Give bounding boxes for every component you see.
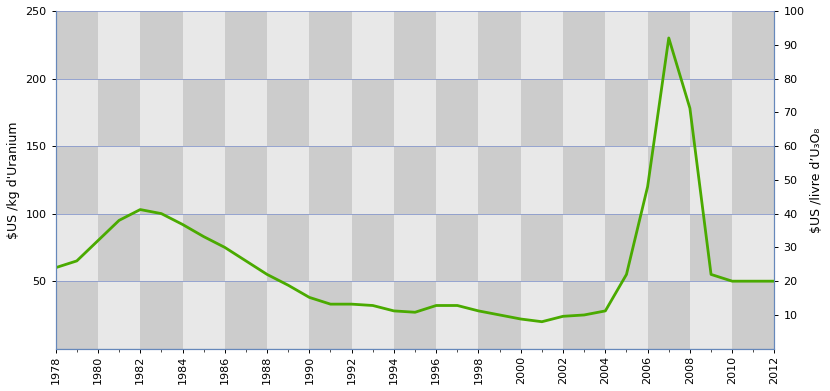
Bar (520, 146, 563, 213)
Bar (310, 11, 352, 79)
Bar (140, 79, 183, 146)
Bar (352, 79, 394, 146)
Bar (563, 281, 605, 349)
Bar (520, 79, 563, 146)
Bar (394, 213, 437, 281)
Bar (352, 146, 394, 213)
Bar (520, 281, 563, 349)
Bar (394, 281, 437, 349)
Bar (267, 146, 310, 213)
Bar (310, 213, 352, 281)
Bar (183, 146, 225, 213)
Bar (267, 79, 310, 146)
Bar (647, 79, 690, 146)
Bar (56, 146, 98, 213)
Bar (732, 213, 774, 281)
Bar (563, 213, 605, 281)
Bar (563, 146, 605, 213)
Bar (183, 11, 225, 79)
Y-axis label: $US /kg d'Uranium: $US /kg d'Uranium (7, 121, 20, 239)
Bar (437, 281, 478, 349)
Bar (605, 11, 647, 79)
Bar (394, 11, 437, 79)
Bar (437, 213, 478, 281)
Bar (98, 79, 140, 146)
Bar (732, 146, 774, 213)
Bar (394, 79, 437, 146)
Bar (267, 281, 310, 349)
Bar (732, 79, 774, 146)
Bar (140, 146, 183, 213)
Bar (56, 281, 98, 349)
Bar (647, 213, 690, 281)
Bar (732, 281, 774, 349)
Bar (352, 281, 394, 349)
Bar (98, 146, 140, 213)
Bar (437, 11, 478, 79)
Bar (647, 146, 690, 213)
Bar (352, 213, 394, 281)
Bar (437, 146, 478, 213)
Bar (140, 11, 183, 79)
Bar (98, 213, 140, 281)
Bar (183, 213, 225, 281)
Bar (478, 281, 520, 349)
Bar (690, 213, 732, 281)
Bar (732, 11, 774, 79)
Bar (267, 213, 310, 281)
Bar (225, 213, 267, 281)
Bar (478, 79, 520, 146)
Bar (690, 146, 732, 213)
Bar (563, 11, 605, 79)
Bar (520, 11, 563, 79)
Bar (56, 79, 98, 146)
Bar (183, 79, 225, 146)
Y-axis label: $US /livre d’U₃O₈: $US /livre d’U₃O₈ (810, 127, 823, 233)
Bar (98, 281, 140, 349)
Bar (690, 281, 732, 349)
Bar (56, 11, 98, 79)
Bar (183, 281, 225, 349)
Bar (310, 146, 352, 213)
Bar (225, 146, 267, 213)
Bar (478, 11, 520, 79)
Bar (647, 11, 690, 79)
Bar (605, 213, 647, 281)
Bar (56, 213, 98, 281)
Bar (352, 11, 394, 79)
Bar (690, 11, 732, 79)
Bar (310, 281, 352, 349)
Bar (605, 146, 647, 213)
Bar (310, 79, 352, 146)
Bar (647, 281, 690, 349)
Bar (225, 11, 267, 79)
Bar (140, 281, 183, 349)
Bar (437, 79, 478, 146)
Bar (605, 281, 647, 349)
Bar (98, 11, 140, 79)
Bar (478, 213, 520, 281)
Bar (225, 79, 267, 146)
Bar (394, 146, 437, 213)
Bar (605, 79, 647, 146)
Bar (563, 79, 605, 146)
Bar (225, 281, 267, 349)
Bar (267, 11, 310, 79)
Bar (520, 213, 563, 281)
Bar (690, 79, 732, 146)
Bar (140, 213, 183, 281)
Bar (478, 146, 520, 213)
